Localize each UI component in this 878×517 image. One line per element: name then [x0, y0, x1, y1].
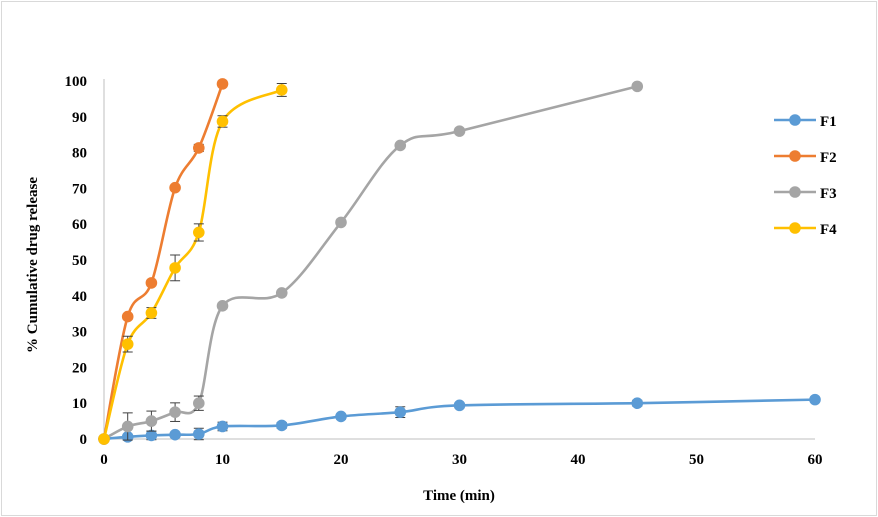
series-f1 [98, 393, 821, 445]
legend-marker [789, 114, 801, 126]
y-tick-label: 30 [72, 325, 87, 341]
y-tick-label: 70 [72, 181, 87, 197]
series-f2 [98, 78, 229, 445]
x-tick-label: 60 [808, 452, 823, 468]
data-point [453, 125, 466, 137]
legend-item-f4: F4 [774, 222, 837, 238]
data-point [453, 399, 466, 412]
y-tick-label: 10 [72, 396, 87, 412]
legend-label: F3 [820, 186, 837, 202]
data-point [169, 428, 181, 441]
data-point [275, 84, 288, 96]
legend-item-f3: F3 [774, 186, 837, 202]
y-tick-label: 80 [72, 146, 87, 162]
y-axis-title: % Cumulative drug release [25, 177, 41, 353]
data-point [193, 397, 205, 410]
legend: F1 F2 F3 F4 [774, 114, 837, 238]
axes: 0 10 20 30 40 50 60 0 10 20 30 40 50 60 70 80 90 100 [65, 74, 823, 468]
data-point [98, 433, 110, 445]
legend-label: F2 [820, 150, 837, 166]
y-tick-label: 40 [72, 289, 87, 305]
legend-marker [789, 222, 801, 234]
data-point [335, 410, 347, 423]
data-point [145, 277, 158, 289]
data-point [809, 393, 821, 406]
data-point [145, 415, 158, 427]
x-axis-title: Time (min) [423, 488, 495, 504]
series-line [102, 83, 224, 440]
data-point [216, 78, 229, 90]
x-tick-label: 30 [452, 452, 467, 468]
data-point [193, 428, 205, 440]
x-tick-label: 10 [215, 452, 230, 468]
legend-label: F4 [820, 222, 837, 238]
series-layer [98, 78, 821, 445]
y-tick-label: 100 [65, 74, 88, 90]
legend-item-f1: F1 [774, 114, 837, 130]
y-tick-label: 50 [72, 253, 87, 269]
y-tick-label: 20 [72, 360, 87, 376]
series-f3 [98, 80, 644, 445]
y-tick-label: 90 [72, 110, 87, 126]
data-point [335, 216, 347, 229]
x-tick-label: 40 [571, 452, 586, 468]
x-tick-label: 0 [100, 452, 108, 468]
series-line [102, 88, 283, 440]
data-point [394, 139, 407, 152]
data-point [394, 406, 407, 418]
data-point [145, 307, 158, 319]
data-point [121, 420, 134, 433]
x-tick-label: 50 [689, 452, 704, 468]
data-point [216, 420, 229, 433]
legend-marker [789, 186, 801, 198]
data-point [145, 429, 158, 442]
y-tick-label: 60 [72, 217, 87, 233]
data-point [193, 226, 205, 239]
data-point [169, 262, 181, 274]
legend-marker [789, 150, 801, 162]
data-point [275, 419, 288, 432]
data-point [216, 115, 229, 128]
x-tick-label: 20 [334, 452, 349, 468]
legend-label: F1 [820, 114, 837, 130]
legend-item-f2: F2 [774, 150, 837, 166]
data-point [631, 397, 644, 410]
data-point [169, 406, 181, 418]
data-point [631, 80, 644, 93]
data-point [216, 300, 229, 312]
series-f4 [98, 83, 288, 445]
data-point [121, 338, 134, 350]
data-point [193, 142, 205, 154]
data-point [121, 310, 134, 323]
series-line [103, 85, 638, 441]
data-point [169, 181, 181, 194]
y-tick-label: 0 [80, 432, 88, 448]
data-point [275, 287, 288, 299]
